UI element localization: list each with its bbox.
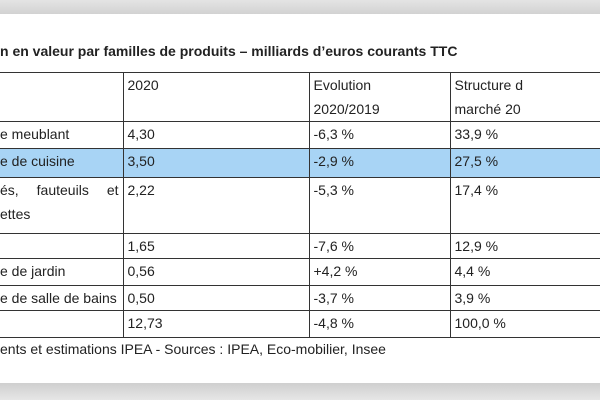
header-cell-structure: Structure d marché 20 xyxy=(449,72,600,122)
header-text: 2020/2019 xyxy=(313,101,380,117)
row-value: 1,65 xyxy=(122,233,310,259)
header-text: Structure d xyxy=(454,77,523,93)
row-evolution: -3,7 % xyxy=(308,285,451,311)
row-label: és, fauteuils et ettes xyxy=(0,177,124,234)
label-word: fauteuils xyxy=(36,182,89,198)
table-title: n en valeur par familles de produits – m… xyxy=(0,43,458,59)
row-evolution: -7,6 % xyxy=(308,233,451,259)
row-label: e de salle de bains xyxy=(0,285,124,311)
row-label: e de cuisine xyxy=(0,148,124,178)
row-value: 0,56 xyxy=(122,258,310,286)
row-label: e de jardin xyxy=(0,258,124,286)
row-evolution: -6,3 % xyxy=(308,121,451,149)
row-label: e meublant xyxy=(0,121,124,149)
row-evolution: -4,8 % xyxy=(308,310,451,338)
viewer-top-edge xyxy=(0,0,600,14)
row-label xyxy=(0,310,124,338)
row-label-line2: ettes xyxy=(0,206,31,222)
header-cell-evolution: Evolution 2020/2019 xyxy=(308,72,451,122)
row-structure: 100,0 % xyxy=(449,310,600,338)
market-table: 2020 Evolution 2020/2019 Structure d march… xyxy=(0,72,600,338)
row-evolution: -5,3 % xyxy=(308,177,451,234)
row-evolution: +4,2 % xyxy=(308,258,451,286)
label-word: et xyxy=(106,182,119,198)
header-cell-2020: 2020 xyxy=(122,72,310,122)
row-value: 3,50 xyxy=(122,148,310,178)
row-structure: 33,9 % xyxy=(449,121,600,149)
row-structure: 17,4 % xyxy=(449,177,600,234)
header-row: 2020 Evolution 2020/2019 Structure d march… xyxy=(0,72,600,122)
row-label-line1: és, fauteuils et xyxy=(0,178,119,202)
row-value: 0,50 xyxy=(122,285,310,311)
row-value: 4,30 xyxy=(122,121,310,149)
source-note: ents et estimations IPEA - Sources : IPE… xyxy=(0,341,386,357)
table-row: 1,65 -7,6 % 12,9 % xyxy=(0,233,600,259)
table-row: e de salle de bains 0,50 -3,7 % 3,9 % xyxy=(0,285,600,311)
row-structure: 12,9 % xyxy=(449,233,600,259)
table-row: és, fauteuils et ettes 2,22 -5,3 % 17,4 … xyxy=(0,177,600,234)
row-evolution: -2,9 % xyxy=(308,148,451,178)
table-row-total: 12,73 -4,8 % 100,0 % xyxy=(0,310,600,338)
header-text: 2020 xyxy=(127,77,159,93)
label-word: és, xyxy=(0,182,19,198)
row-value: 2,22 xyxy=(122,177,310,234)
viewer-bottom-edge xyxy=(0,383,600,400)
table-row-highlighted: e de cuisine 3,50 -2,9 % 27,5 % xyxy=(0,148,600,178)
header-text: marché 20 xyxy=(454,101,521,117)
table-row: e de jardin 0,56 +4,2 % 4,4 % xyxy=(0,258,600,286)
header-cell-category xyxy=(0,72,124,122)
row-value: 12,73 xyxy=(122,310,310,338)
row-structure: 4,4 % xyxy=(449,258,600,286)
row-structure: 27,5 % xyxy=(449,148,600,178)
row-label xyxy=(0,233,124,259)
header-text: Evolution xyxy=(313,77,372,93)
row-structure: 3,9 % xyxy=(449,285,600,311)
table-row: e meublant 4,30 -6,3 % 33,9 % xyxy=(0,121,600,149)
